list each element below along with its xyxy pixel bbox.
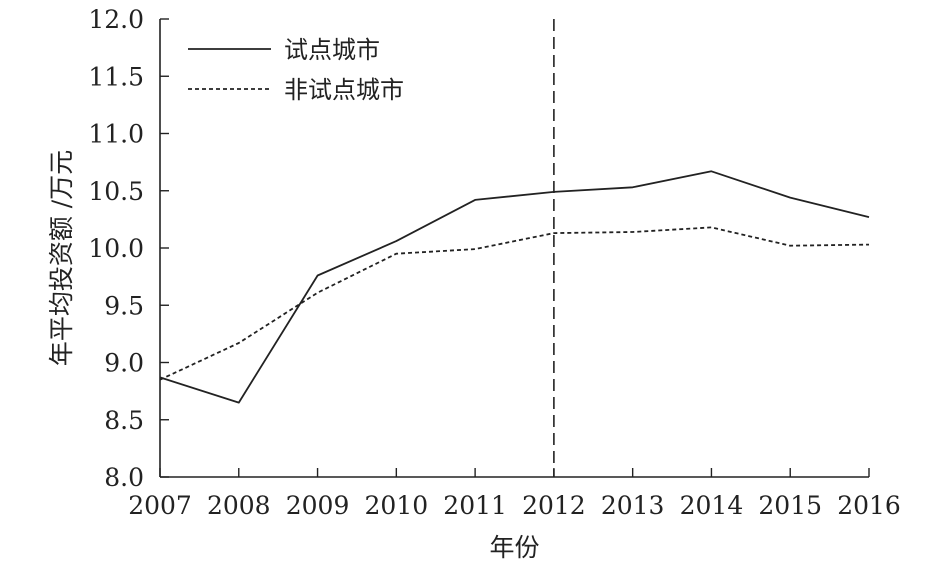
y-tick-label: 10.5: [88, 177, 144, 206]
x-tick-label: 2013: [601, 491, 665, 520]
x-tick-label: 2008: [207, 491, 271, 520]
y-tick-label: 10.0: [88, 234, 144, 263]
y-tick-label: 11.0: [88, 120, 144, 149]
y-axis-title: 年平均投资额 /万元: [47, 150, 76, 366]
x-axis-title: 年份: [489, 533, 539, 562]
legend-label-1: 试点城市: [284, 36, 380, 64]
x-tick-label: 2016: [837, 491, 901, 520]
legend-label-2: 非试点城市: [284, 76, 404, 104]
x-tick-label: 2010: [365, 491, 429, 520]
x-tick-label: 2009: [286, 491, 350, 520]
y-tick-label: 11.5: [88, 62, 144, 91]
series-line-2: [159, 226, 870, 381]
axes: [159, 18, 870, 478]
y-tick-label: 12.0: [88, 5, 144, 34]
series-group: [159, 170, 870, 404]
x-tick-label: 2007: [128, 491, 192, 520]
y-tick-label: 8.5: [104, 406, 144, 435]
y-tick-label: 9.0: [104, 349, 144, 378]
y-tick-label: 8.0: [104, 463, 144, 492]
x-tick-label: 2011: [443, 491, 507, 520]
tick-labels: 8.0 8.5 9.0 9.5 10.0 10.5 11.0 11.5 12.0 2007 2008…: [88, 5, 900, 520]
y-tick-label: 9.5: [104, 291, 144, 320]
series-line-1: [159, 170, 870, 404]
x-tick-label: 2012: [522, 491, 586, 520]
x-tick-label: 2014: [680, 491, 744, 520]
x-tick-label: 2015: [758, 491, 822, 520]
